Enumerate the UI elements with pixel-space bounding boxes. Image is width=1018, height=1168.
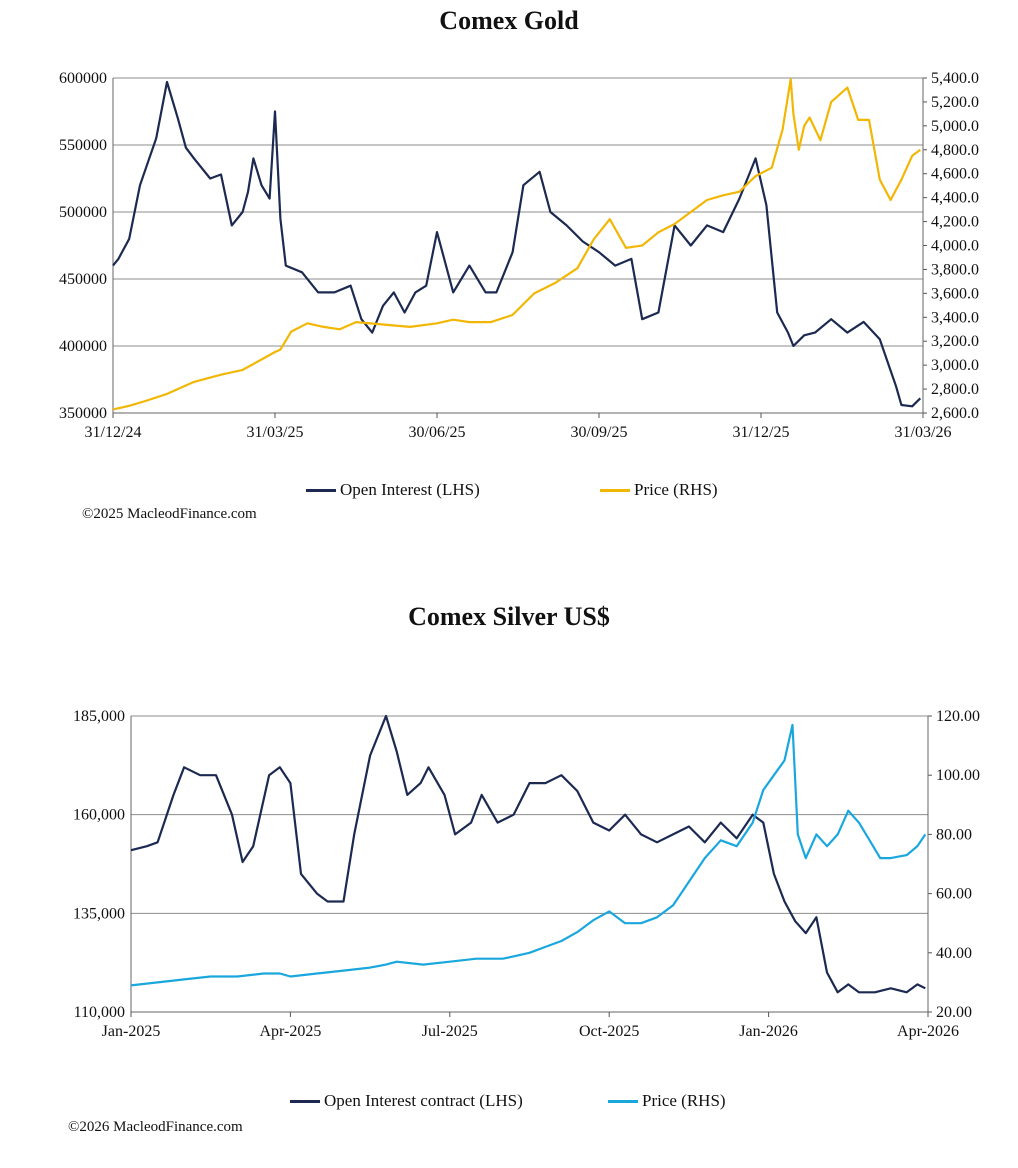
gold-chart: 350000 400000 450000 500000 550000 600000 2,60… — [59, 70, 979, 441]
legend-label: Price (RHS) — [642, 1091, 726, 1110]
series-line-open-interest — [130, 714, 926, 994]
legend-swatch-price — [608, 1099, 638, 1103]
right-tick-label: 3,400.0 — [931, 309, 979, 326]
series-line-price — [130, 723, 927, 987]
right-tick-label: 100.00 — [936, 767, 980, 784]
x-tick-label: Oct-2025 — [579, 1023, 639, 1040]
left-tick-label: 600000 — [59, 70, 107, 87]
right-tick-label: 4,800.0 — [931, 142, 979, 159]
legend-label: Open Interest contract (LHS) — [324, 1091, 523, 1110]
right-tick-label: 40.00 — [936, 945, 972, 962]
series-line-price — [112, 78, 921, 411]
legend-swatch-open-interest — [306, 488, 336, 492]
right-tick-label: 2,800.0 — [931, 381, 979, 398]
left-tick-label: 500000 — [59, 204, 107, 221]
right-tick-label: 3,200.0 — [931, 333, 979, 350]
x-tick-label: 31/03/25 — [247, 424, 304, 441]
left-tick-label: 550000 — [59, 137, 107, 154]
silver-legend-price: Price (RHS) — [608, 1091, 726, 1111]
silver-chart-title: Comex Silver US$ — [408, 602, 610, 631]
x-tick-label: Jul-2025 — [422, 1023, 478, 1040]
right-tick-label: 80.00 — [936, 826, 972, 843]
right-tick-label: 120.00 — [936, 708, 980, 725]
gold-chart-title: Comex Gold — [439, 6, 579, 35]
right-tick-label: 5,000.0 — [931, 118, 979, 135]
gold-legend-price: Price (RHS) — [600, 480, 718, 500]
silver-copyright: ©2026 MacleodFinance.com — [68, 1119, 243, 1135]
x-tick-label: Jan-2026 — [739, 1023, 798, 1040]
silver-chart: 110,000 135,000 160,000 185,000 20.00 40.00 60… — [73, 708, 980, 1040]
silver-legend-open-interest: Open Interest contract (LHS) — [290, 1091, 523, 1111]
x-tick-label: Apr-2026 — [897, 1023, 959, 1040]
left-tick-label: 135,000 — [73, 905, 125, 922]
right-tick-label: 5,200.0 — [931, 94, 979, 111]
right-tick-label: 4,400.0 — [931, 190, 979, 207]
x-tick-label: 31/12/25 — [733, 424, 790, 441]
legend-label: Open Interest (LHS) — [340, 480, 480, 499]
left-tick-label: 400000 — [59, 338, 107, 355]
x-tick-label: 31/12/24 — [85, 424, 142, 441]
right-tick-label: 3,600.0 — [931, 285, 979, 302]
left-tick-label: 185,000 — [73, 708, 125, 725]
gold-copyright: ©2025 MacleodFinance.com — [82, 506, 257, 522]
left-tick-label: 450000 — [59, 271, 107, 288]
x-tick-label: 30/09/25 — [571, 424, 628, 441]
right-tick-label: 20.00 — [936, 1004, 972, 1021]
x-tick-label: 31/03/26 — [895, 424, 952, 441]
right-tick-label: 60.00 — [936, 886, 972, 903]
right-tick-label: 5,400.0 — [931, 70, 979, 87]
legend-swatch-price — [600, 488, 630, 492]
right-tick-label: 4,600.0 — [931, 166, 979, 183]
left-tick-label: 160,000 — [73, 807, 125, 824]
right-tick-label: 3,000.0 — [931, 357, 979, 374]
x-tick-label: Jan-2025 — [102, 1023, 161, 1040]
right-tick-label: 3,800.0 — [931, 261, 979, 278]
legend-swatch-open-interest — [290, 1099, 320, 1103]
x-tick-label: 30/06/25 — [409, 424, 466, 441]
right-tick-label: 4,000.0 — [931, 238, 979, 255]
gold-legend-open-interest: Open Interest (LHS) — [306, 480, 480, 500]
left-tick-label: 110,000 — [74, 1004, 125, 1021]
x-tick-label: Apr-2025 — [259, 1023, 321, 1040]
series-line-open-interest — [112, 80, 922, 408]
legend-label: Price (RHS) — [634, 480, 718, 499]
left-tick-label: 350000 — [59, 405, 107, 422]
right-tick-label: 4,200.0 — [931, 214, 979, 231]
right-tick-label: 2,600.0 — [931, 405, 979, 422]
